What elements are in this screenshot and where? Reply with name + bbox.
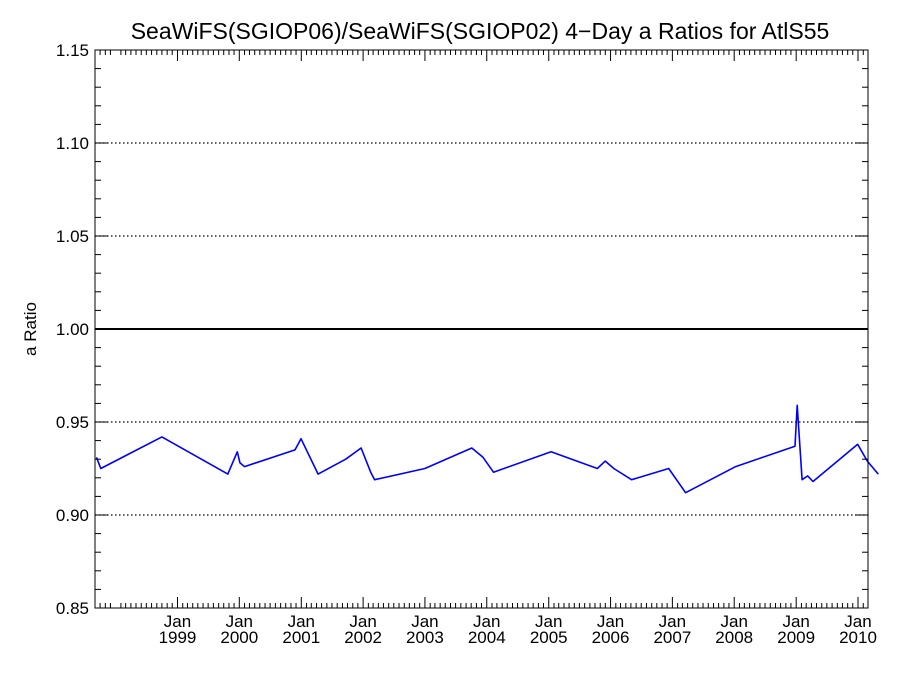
x-tick-label-month: Jan [597, 612, 624, 631]
y-tick-label: 0.90 [56, 506, 89, 525]
y-axis-title: a Ratio [21, 302, 40, 356]
y-tick-label: 1.00 [56, 320, 89, 339]
series-layer [95, 404, 879, 494]
x-tick-label-year: 2007 [653, 628, 691, 647]
x-tick-label-year: 2000 [220, 628, 258, 647]
series-line [95, 404, 879, 494]
x-tick-label-month: Jan [720, 612, 747, 631]
y-tick-label: 1.15 [56, 41, 89, 60]
x-tick-label-year: 2004 [468, 628, 506, 647]
x-tick-label-month: Jan [288, 612, 315, 631]
x-tick-label-month: Jan [473, 612, 500, 631]
x-axis: Jan1999Jan2000Jan2001Jan2002Jan2003Jan20… [159, 50, 877, 647]
x-tick-label-year: 2010 [839, 628, 877, 647]
x-tick-label-year: 2003 [406, 628, 444, 647]
y-tick-label: 1.10 [56, 134, 89, 153]
x-tick-label-month: Jan [226, 612, 253, 631]
y-axis: 0.85 0.90 0.95 1.00 1.05 1.10 1.15 [56, 41, 868, 618]
x-tick-label-year: 2001 [282, 628, 320, 647]
grid-layer [95, 142, 868, 516]
x-tick-label-year: 2009 [777, 628, 815, 647]
y-tick-label: 0.85 [56, 599, 89, 618]
x-tick-label-year: 2005 [530, 628, 568, 647]
x-tick-label-year: 1999 [159, 628, 197, 647]
x-tick-label-month: Jan [349, 612, 376, 631]
chart-title: SeaWiFS(SGIOP06)/SeaWiFS(SGIOP02) 4−Day … [131, 18, 830, 44]
x-tick-label-year: 2008 [715, 628, 753, 647]
x-tick-label-month: Jan [659, 612, 686, 631]
x-tick-label-month: Jan [844, 612, 871, 631]
y-tick-label: 1.05 [56, 227, 89, 246]
y-tick-label: 0.95 [56, 413, 89, 432]
x-tick-label-month: Jan [535, 612, 562, 631]
x-tick-label-month: Jan [782, 612, 809, 631]
x-tick-label-year: 2006 [592, 628, 630, 647]
x-tick-label-month: Jan [164, 612, 191, 631]
x-tick-label-year: 2002 [344, 628, 382, 647]
x-tick-label-month: Jan [411, 612, 438, 631]
minor-tick-layer [95, 50, 868, 608]
